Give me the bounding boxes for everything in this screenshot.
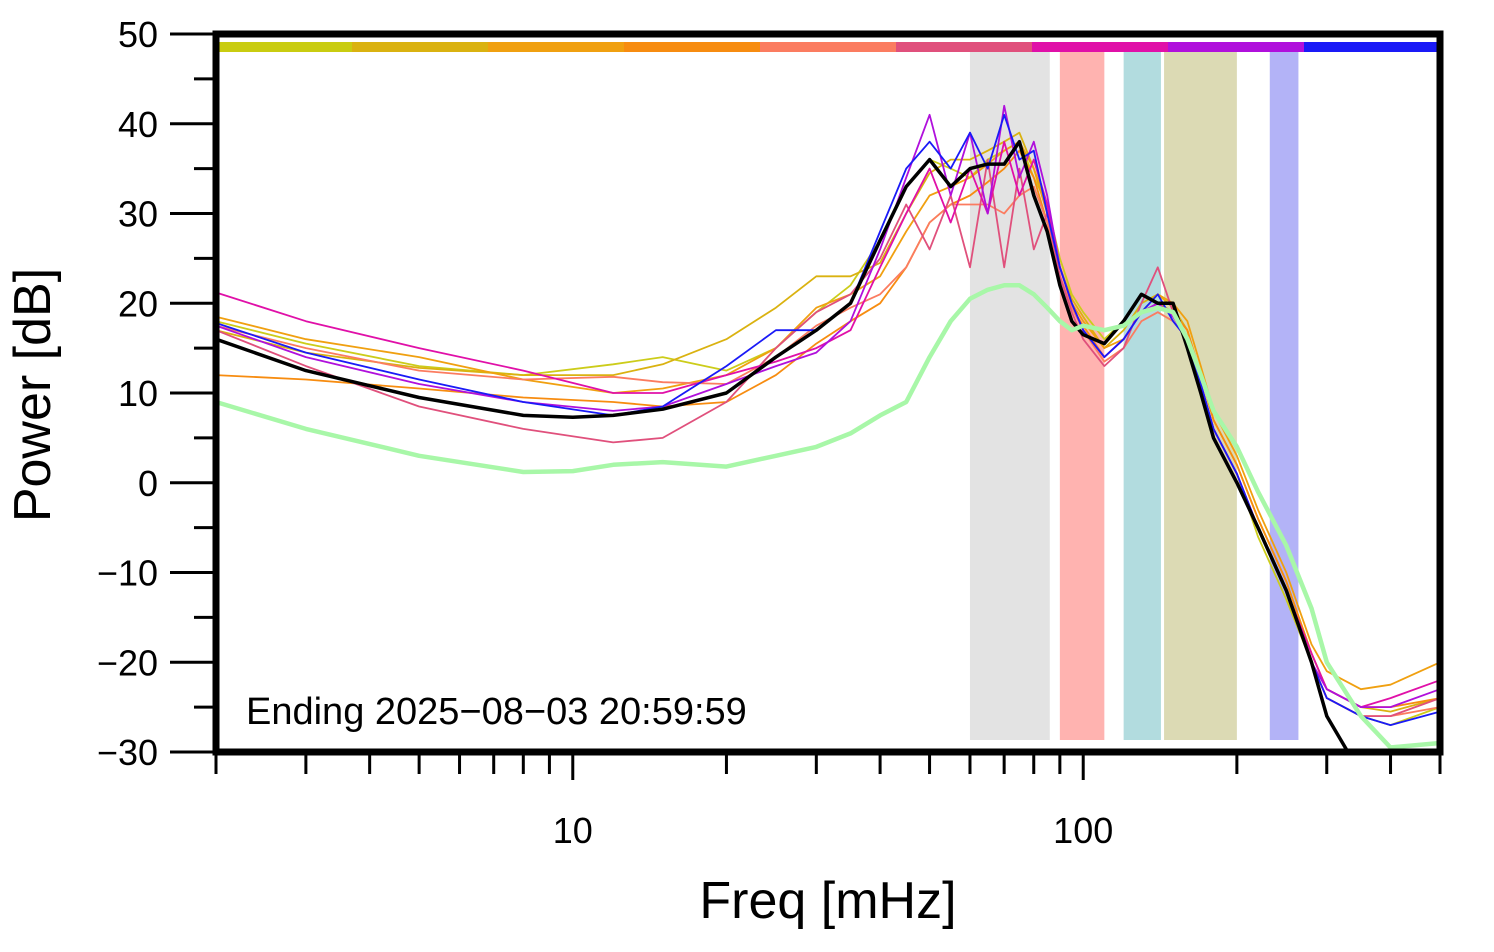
x-axis-label: Freq [mHz] (699, 872, 956, 930)
band-1 (1059, 52, 1105, 740)
y-tick-label: 40 (118, 104, 158, 145)
y-tick-label: 10 (118, 373, 158, 414)
band-4 (1269, 52, 1299, 740)
color-bar-segment-8 (1304, 42, 1441, 52)
series-lines (213, 104, 1443, 754)
color-scale-bar (216, 42, 1441, 52)
series-line-7 (215, 104, 1441, 708)
y-tick-label: −30 (97, 732, 158, 773)
band-2 (1123, 52, 1161, 740)
color-bar-segment-2 (488, 42, 625, 52)
y-tick-label: −10 (97, 553, 158, 594)
x-tick-label: 100 (1053, 810, 1113, 851)
series-line-0 (215, 140, 1441, 726)
series-line-3 (215, 149, 1441, 708)
y-tick-label: −20 (97, 642, 158, 683)
y-tick-label: 30 (118, 194, 158, 235)
color-bar-segment-3 (624, 42, 761, 52)
color-bar-segment-7 (1168, 42, 1305, 52)
color-bar-segment-5 (896, 42, 1033, 52)
series-line-10 (213, 283, 1443, 750)
y-tick-label: 0 (138, 463, 158, 504)
series-line-9 (214, 139, 1442, 754)
series-line-1 (215, 131, 1441, 713)
y-tick-label: 20 (118, 283, 158, 324)
color-bar-segment-0 (216, 42, 353, 52)
color-bar-segment-1 (352, 42, 489, 52)
y-axis-ticks: 50 40 30 20 10 0 −10 −20 −30 (97, 14, 216, 773)
y-tick-label: 50 (118, 14, 158, 55)
x-axis-ticks: 10 100 (214, 752, 1442, 851)
series-line-2 (215, 140, 1441, 691)
y-axis-label: Power [dB] (4, 268, 62, 522)
frequency-bands (969, 52, 1299, 740)
color-bar-segment-6 (1032, 42, 1169, 52)
series-line-5 (215, 158, 1441, 717)
series-line-8 (215, 113, 1441, 726)
ending-timestamp-annotation: Ending 2025−08−03 20:59:59 (246, 691, 747, 733)
x-tick-label: 10 (553, 810, 593, 851)
series-line-6 (215, 140, 1441, 708)
color-bar-segment-4 (760, 42, 897, 52)
